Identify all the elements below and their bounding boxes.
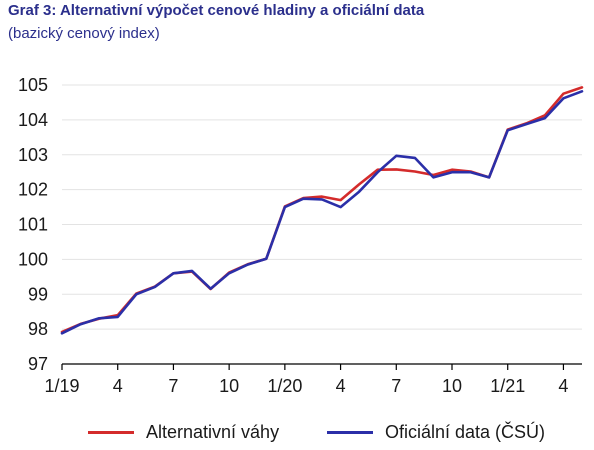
grid-lines	[62, 84, 582, 330]
y-tick-label: 102	[18, 180, 48, 200]
legend-swatch-alternative	[88, 430, 134, 434]
x-tick-label: 10	[442, 376, 462, 396]
x-tick-label: 4	[558, 376, 568, 396]
series-line-alternative	[60, 86, 584, 334]
legend-swatch-official	[327, 430, 373, 434]
chart-subtitle: (bazický cenový index)	[8, 25, 160, 42]
x-tick-label: 10	[219, 376, 239, 396]
y-tick-label: 105	[18, 75, 48, 95]
y-tick-label: 99	[28, 284, 48, 304]
x-tick-label: 4	[336, 376, 346, 396]
y-tick-label: 101	[18, 215, 48, 235]
y-tick-label: 103	[18, 145, 48, 165]
x-tick-label: 7	[391, 376, 401, 396]
legend: Alternativní váhy Oficiální data (ČSÚ)	[0, 419, 594, 445]
series-line-official	[60, 90, 584, 335]
y-tick-label: 100	[18, 249, 48, 269]
legend-item-official: Oficiální data (ČSÚ)	[327, 419, 545, 445]
y-tick-label: 98	[28, 319, 48, 339]
x-tick-label: 1/19	[44, 376, 79, 396]
x-tick-label: 7	[168, 376, 178, 396]
x-tick-label: 1/20	[267, 376, 302, 396]
axes	[61, 363, 582, 370]
x-tick-label: 1/21	[490, 376, 525, 396]
y-tick-label: 104	[18, 110, 48, 130]
legend-label-official: Oficiální data (ČSÚ)	[385, 421, 546, 442]
chart-title: Graf 3: Alternativní výpočet cenové hlad…	[8, 2, 425, 19]
series-lines	[60, 86, 584, 335]
legend-label-alternative: Alternativní váhy	[146, 421, 280, 442]
legend-item-alternative: Alternativní váhy	[88, 419, 279, 445]
x-tick-label: 4	[113, 376, 123, 396]
y-tick-label: 97	[28, 354, 48, 374]
